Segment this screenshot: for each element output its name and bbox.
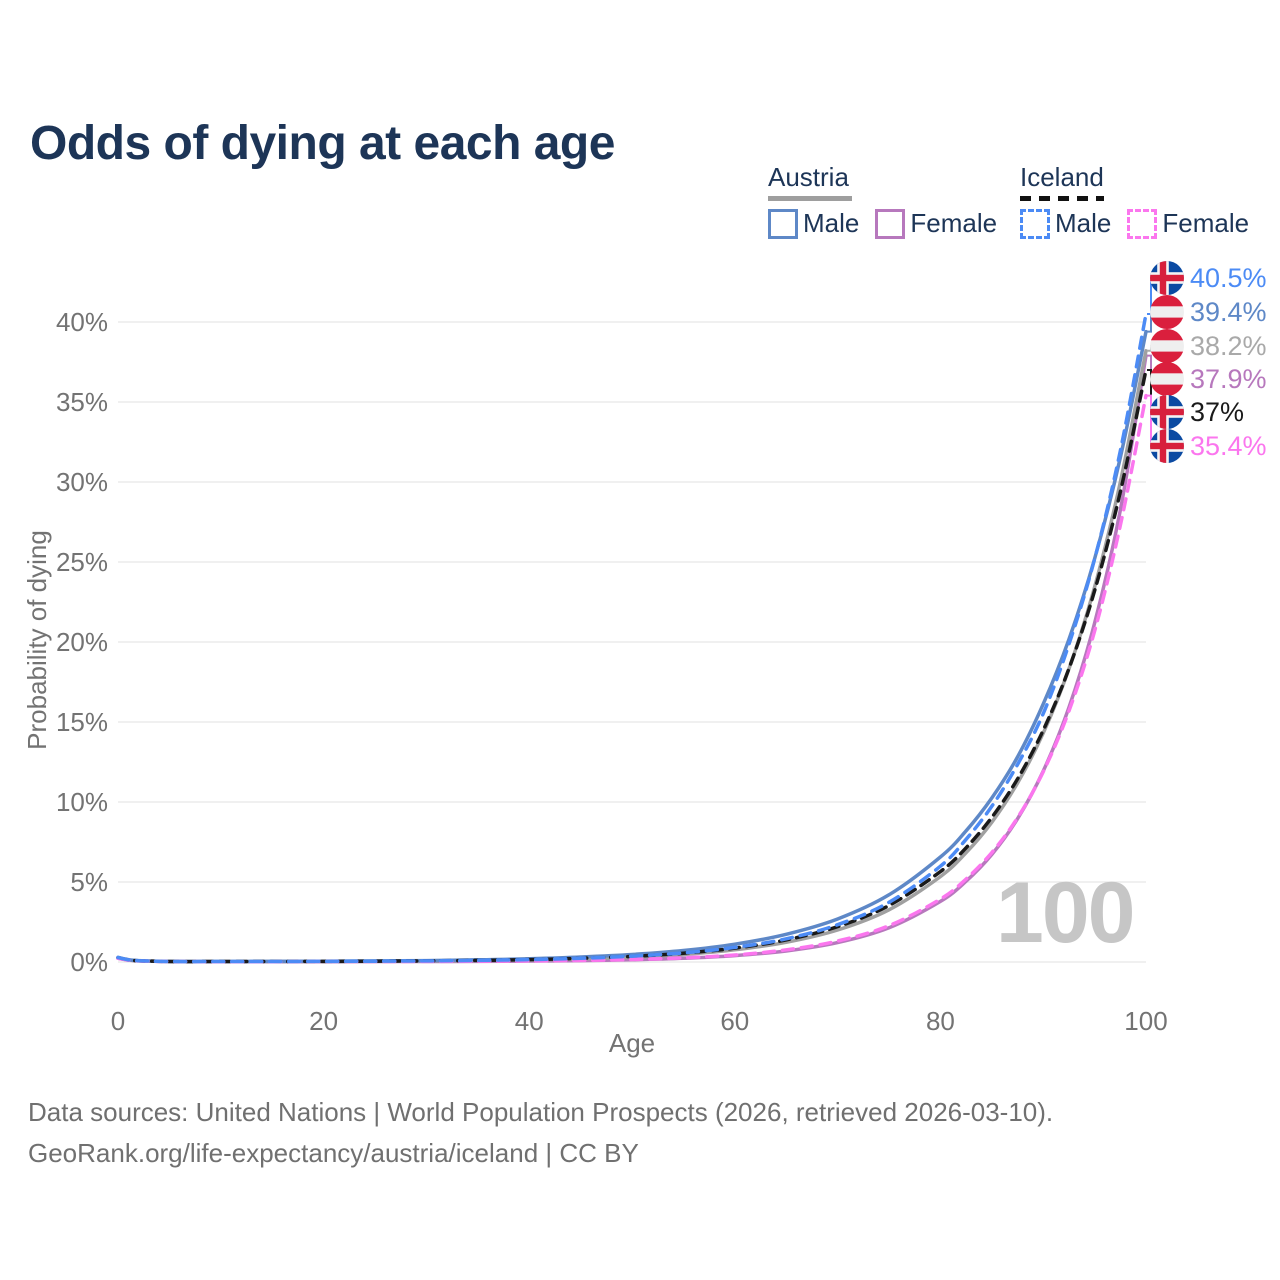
- x-tick-label: 100: [1124, 1006, 1167, 1036]
- end-label-iceland-female: 35.4%: [1150, 429, 1267, 463]
- page-title: Odds of dying at each age: [30, 117, 615, 171]
- legend-label-austria-male: Male: [803, 208, 860, 238]
- austria-flag-icon: [1150, 295, 1184, 329]
- legend-swatch-austria-female[interactable]: [875, 208, 906, 239]
- austria-flag-icon: [1150, 362, 1184, 396]
- legend-header-iceland: Iceland: [1020, 162, 1104, 192]
- y-axis-title: Probability of dying: [22, 530, 52, 750]
- series-line-iceland-male: [116, 312, 1148, 964]
- footer-attribution: GeoRank.org/life-expectancy/austria/icel…: [28, 1138, 639, 1168]
- y-tick-label: 5%: [70, 867, 108, 897]
- series-line-austria-female: [116, 353, 1148, 964]
- end-value: 38.2%: [1190, 330, 1267, 361]
- legend-label-iceland-male: Male: [1055, 208, 1112, 238]
- legend-label-iceland-female: Female: [1162, 208, 1250, 238]
- x-tick-label: 60: [720, 1006, 749, 1036]
- y-tick-label: 25%: [56, 547, 108, 577]
- legend-swatch-iceland-female[interactable]: [1127, 208, 1158, 239]
- legend-label-austria-female: Female: [910, 208, 998, 238]
- end-value: 39.4%: [1190, 296, 1267, 327]
- legend-item-austria-female[interactable]: Female: [875, 208, 997, 239]
- iceland-flag-icon: [1150, 261, 1184, 295]
- end-value: 35.4%: [1190, 430, 1267, 461]
- legend-item-austria-male[interactable]: Male: [768, 208, 859, 239]
- legend-item-iceland-male[interactable]: Male: [1020, 208, 1111, 239]
- series-line-iceland-both: [116, 368, 1148, 964]
- y-tick-label: 40%: [56, 307, 108, 337]
- x-tick-label: 0: [111, 1006, 125, 1036]
- x-tick-label: 20: [309, 1006, 338, 1036]
- y-tick-label: 10%: [56, 787, 108, 817]
- x-axis-title: Age: [609, 1028, 655, 1058]
- footer: Data sources: United Nations | World Pop…: [28, 1092, 1053, 1174]
- legend-item-iceland-female[interactable]: Female: [1127, 208, 1249, 239]
- iceland-flag-icon: [1150, 395, 1184, 429]
- iceland-flag-icon: [1150, 429, 1184, 463]
- legend-swatch-austria-male[interactable]: [768, 208, 798, 239]
- end-label-austria-female: 37.9%: [1150, 362, 1267, 396]
- y-tick-label: 20%: [56, 627, 108, 657]
- end-value: 40.5%: [1190, 262, 1267, 293]
- legend-group-austria: Austria Male Female: [768, 162, 1013, 239]
- end-label-iceland-both: 37%: [1150, 395, 1244, 429]
- legend-group-iceland: Iceland Male Female: [1020, 162, 1265, 239]
- end-value: 37%: [1190, 396, 1245, 427]
- legend-swatch-iceland-male[interactable]: [1020, 208, 1050, 239]
- end-label-iceland-male: 40.5%: [1150, 261, 1267, 295]
- austria-flag-icon: [1150, 329, 1184, 363]
- x-tick-label: 80: [926, 1006, 955, 1036]
- series-line-austria-both: [116, 349, 1148, 964]
- legend-underline-dashed: [1020, 196, 1104, 201]
- footer-data-sources: Data sources: United Nations | World Pop…: [28, 1097, 1054, 1127]
- end-value: 37.9%: [1190, 363, 1267, 394]
- series-line-austria-male: [116, 329, 1148, 964]
- x-tick-label: 40: [515, 1006, 544, 1036]
- age-watermark: 100: [996, 865, 1135, 961]
- legend-underline-solid: [768, 196, 852, 201]
- y-tick-label: 35%: [56, 387, 108, 417]
- y-tick-label: 0%: [70, 947, 108, 977]
- end-label-austria-both: 38.2%: [1150, 329, 1267, 363]
- legend-header-austria: Austria: [768, 162, 849, 192]
- end-label-austria-male: 39.4%: [1150, 295, 1267, 329]
- series-line-iceland-female: [116, 393, 1148, 964]
- y-tick-label: 15%: [56, 707, 108, 737]
- y-tick-label: 30%: [56, 467, 108, 497]
